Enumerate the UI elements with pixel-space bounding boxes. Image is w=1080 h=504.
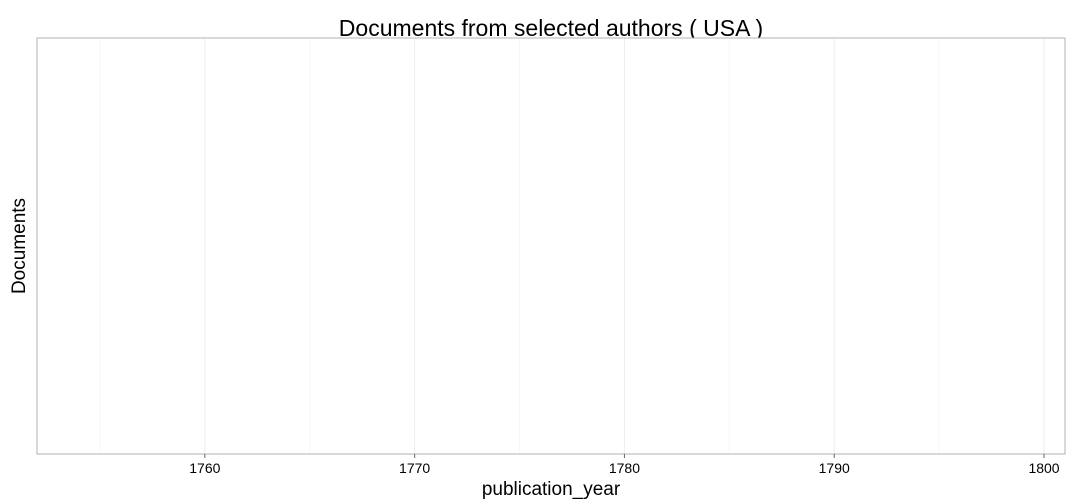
- x-tick-label: 1780: [609, 460, 640, 476]
- chart-title: Documents from selected authors ( USA ): [339, 15, 763, 41]
- major-gridlines: [204, 38, 1045, 454]
- y-axis-label: Documents: [9, 198, 30, 294]
- plot-panel: [37, 38, 1065, 454]
- x-axis-label: publication_year: [482, 479, 621, 500]
- minor-gridlines: [99, 38, 940, 454]
- x-tick-label: 1790: [819, 460, 850, 476]
- x-tick-label: 1800: [1028, 460, 1059, 476]
- x-tick-label: 1770: [399, 460, 430, 476]
- x-tick-label: 1760: [189, 460, 220, 476]
- panel-border: [36, 37, 1066, 455]
- x-axis-ticks: 1760 1770 1780 1790 1800: [189, 454, 1060, 476]
